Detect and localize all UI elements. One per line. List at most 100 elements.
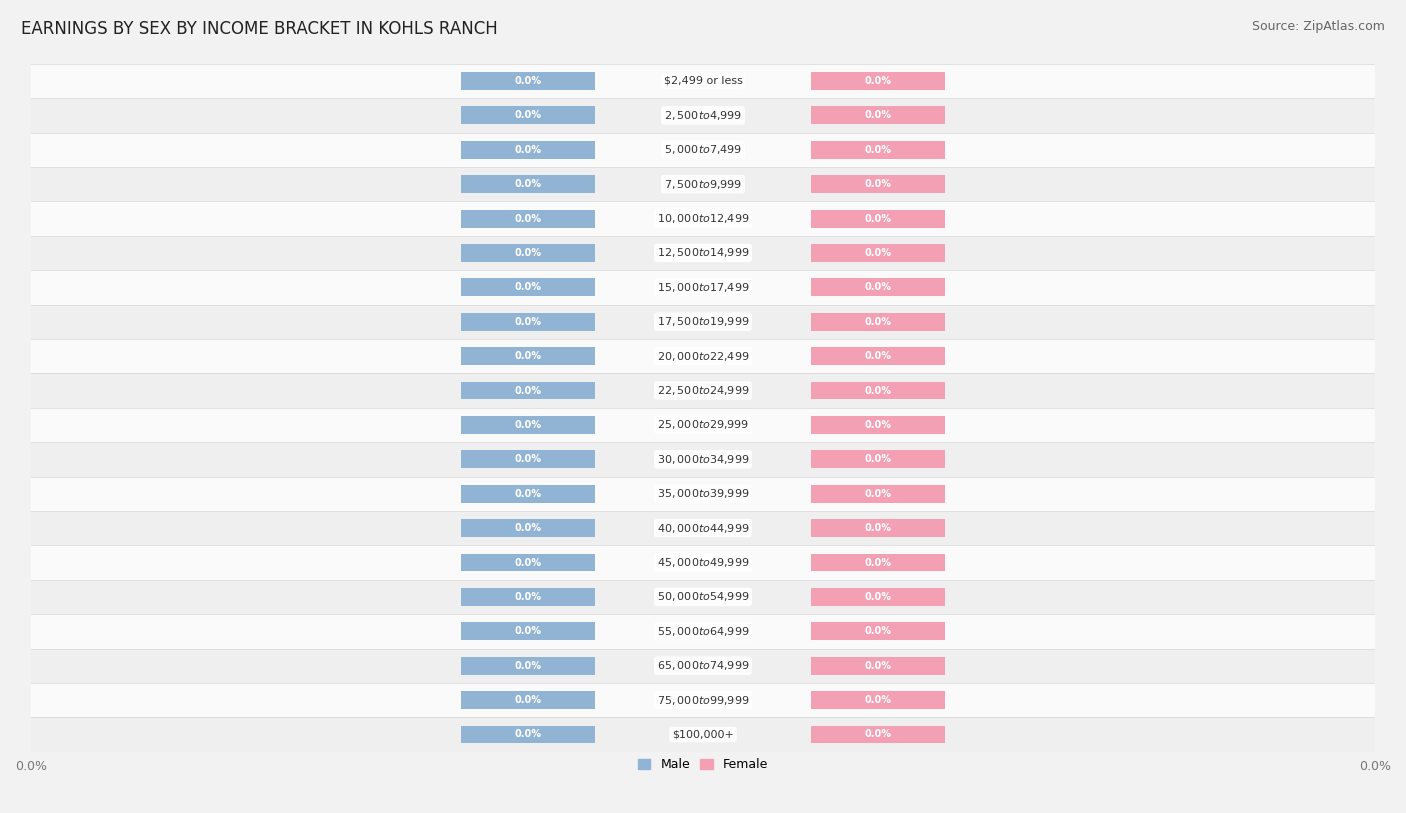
Text: 0.0%: 0.0% [515,214,541,224]
Text: $10,000 to $12,499: $10,000 to $12,499 [657,212,749,225]
Bar [31,98,1375,133]
Bar [810,520,945,537]
Bar [31,717,1375,752]
Bar [461,725,596,743]
Text: 0.0%: 0.0% [515,454,541,464]
Bar [31,442,1375,476]
Text: 0.0%: 0.0% [865,729,891,740]
Text: 0.0%: 0.0% [515,145,541,154]
Bar [31,511,1375,546]
Text: $45,000 to $49,999: $45,000 to $49,999 [657,556,749,569]
Bar [461,347,596,365]
Bar [810,657,945,675]
Bar [810,623,945,641]
Bar [461,244,596,262]
Bar [461,107,596,124]
Text: $100,000+: $100,000+ [672,729,734,740]
Bar [810,450,945,468]
Text: EARNINGS BY SEX BY INCOME BRACKET IN KOHLS RANCH: EARNINGS BY SEX BY INCOME BRACKET IN KOH… [21,20,498,38]
Bar [810,588,945,606]
Text: 0.0%: 0.0% [515,351,541,361]
Text: 0.0%: 0.0% [515,179,541,189]
Text: Source: ZipAtlas.com: Source: ZipAtlas.com [1251,20,1385,33]
Bar [31,339,1375,373]
Text: 0.0%: 0.0% [515,385,541,396]
Text: 0.0%: 0.0% [865,626,891,637]
Bar [461,381,596,399]
Bar [810,141,945,159]
Text: 0.0%: 0.0% [515,523,541,533]
Bar [461,176,596,193]
Bar [810,691,945,709]
Bar [31,373,1375,408]
Bar [810,107,945,124]
Bar [31,167,1375,202]
Bar [461,657,596,675]
Text: 0.0%: 0.0% [515,489,541,498]
Text: $75,000 to $99,999: $75,000 to $99,999 [657,693,749,706]
Bar [461,416,596,434]
Text: $12,500 to $14,999: $12,500 to $14,999 [657,246,749,259]
Text: 0.0%: 0.0% [865,214,891,224]
Text: 0.0%: 0.0% [865,111,891,120]
Bar [461,588,596,606]
Bar [810,554,945,572]
Bar [31,580,1375,614]
Bar [31,305,1375,339]
Text: 0.0%: 0.0% [865,661,891,671]
Bar [810,278,945,296]
Text: 0.0%: 0.0% [865,592,891,602]
Bar [31,133,1375,167]
Text: 0.0%: 0.0% [515,282,541,293]
Bar [461,210,596,228]
Bar [461,691,596,709]
Text: $40,000 to $44,999: $40,000 to $44,999 [657,522,749,535]
Text: $17,500 to $19,999: $17,500 to $19,999 [657,315,749,328]
Bar [810,347,945,365]
Bar [461,450,596,468]
Bar [31,270,1375,305]
Text: $2,499 or less: $2,499 or less [664,76,742,86]
Text: 0.0%: 0.0% [865,523,891,533]
Bar [461,485,596,502]
Text: 0.0%: 0.0% [865,179,891,189]
Bar [31,63,1375,98]
Bar [31,649,1375,683]
Bar [810,485,945,502]
Bar [31,546,1375,580]
Text: 0.0%: 0.0% [865,248,891,258]
Bar [810,416,945,434]
Bar [461,554,596,572]
Text: 0.0%: 0.0% [865,282,891,293]
Text: $55,000 to $64,999: $55,000 to $64,999 [657,625,749,638]
Text: $35,000 to $39,999: $35,000 to $39,999 [657,487,749,500]
Bar [31,683,1375,717]
Text: 0.0%: 0.0% [865,695,891,705]
Bar [31,202,1375,236]
Text: $20,000 to $22,499: $20,000 to $22,499 [657,350,749,363]
Text: 0.0%: 0.0% [515,558,541,567]
Text: 0.0%: 0.0% [865,454,891,464]
Text: $5,000 to $7,499: $5,000 to $7,499 [664,143,742,156]
Text: 0.0%: 0.0% [515,317,541,327]
Text: 0.0%: 0.0% [865,420,891,430]
Text: 0.0%: 0.0% [865,317,891,327]
Bar [461,141,596,159]
Bar [31,408,1375,442]
Text: 0.0%: 0.0% [865,145,891,154]
Text: $22,500 to $24,999: $22,500 to $24,999 [657,384,749,397]
Bar [461,313,596,331]
Text: 0.0%: 0.0% [515,626,541,637]
Bar [31,476,1375,511]
Bar [810,313,945,331]
Text: $15,000 to $17,499: $15,000 to $17,499 [657,280,749,293]
Text: $2,500 to $4,999: $2,500 to $4,999 [664,109,742,122]
Bar [810,176,945,193]
Bar [461,623,596,641]
Text: 0.0%: 0.0% [515,76,541,86]
Bar [810,725,945,743]
Text: 0.0%: 0.0% [865,558,891,567]
Text: $65,000 to $74,999: $65,000 to $74,999 [657,659,749,672]
Text: 0.0%: 0.0% [515,592,541,602]
Text: $25,000 to $29,999: $25,000 to $29,999 [657,419,749,432]
